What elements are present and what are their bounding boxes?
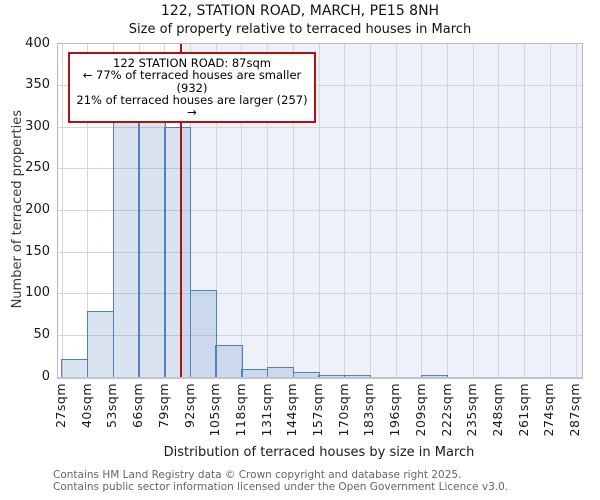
footer-line-2: Contains public sector information licen… [53,480,509,493]
y-tick-label: 350 [25,77,50,93]
x-axis-label: Distribution of terraced houses by size … [163,445,475,460]
x-tick-label: 118sqm [232,383,248,437]
y-tick-label: 150 [25,243,50,259]
x-tick-label: 27sqm [53,383,68,429]
histogram-bar [112,110,140,377]
footer-line-1: Contains HM Land Registry data © Crown c… [53,469,462,481]
histogram-bar [138,116,166,377]
annotation-larger: 21% of terraced houses are larger (257) … [76,92,308,120]
x-tick-label: 183sqm [361,383,377,437]
histogram-bar [61,358,89,377]
gridline-horizontal [58,334,582,336]
x-tick-label: 261sqm [515,383,531,437]
histogram-bar [318,374,346,377]
histogram-bar [343,374,372,377]
footer: Contains HM Land Registry data © Crown c… [53,469,593,493]
gridline-horizontal [58,210,582,211]
histogram-bar [241,368,269,377]
gridline-horizontal [58,251,582,253]
annotation-box: 122 STATION ROAD: 87sqm ← 77% of terrace… [68,52,316,124]
x-tick-label: 287sqm [567,383,582,437]
marker-line-87sqm [179,44,182,377]
x-tick-label: 248sqm [489,383,505,437]
x-tick-label: 105sqm [207,383,223,437]
page-subtitle: Size of property relative to terraced ho… [128,22,472,37]
y-tick-label: 50 [33,326,50,342]
y-tick-label: 0 [41,368,50,384]
x-tick-label: 131sqm [258,383,274,437]
gridline-horizontal [58,293,582,295]
x-tick-label: 222sqm [438,383,454,437]
x-tick-label: 79sqm [155,383,171,429]
histogram-bar [292,372,320,377]
x-tick-label: 53sqm [104,383,120,429]
plot-area: 122 STATION ROAD: 87sqm ← 77% of terrace… [57,43,583,379]
histogram-bar [421,374,449,377]
x-tick-label: 274sqm [541,383,557,437]
annotation-title: 122 STATION ROAD: 87sqm [113,56,271,70]
x-tick-label: 157sqm [310,383,325,437]
y-tick-label: 100 [25,285,50,301]
x-tick-label: 196sqm [387,383,403,437]
x-tick-label: 92sqm [181,383,197,429]
y-tick-label: 250 [25,160,50,176]
x-tick-label: 235sqm [464,383,480,437]
gridline-horizontal [58,85,582,87]
gridline-horizontal [58,126,582,128]
x-tick-label: 170sqm [335,383,351,437]
x-tick-label: 144sqm [284,383,300,437]
annotation-smaller: ← 77% of terraced houses are smaller (93… [82,68,302,95]
histogram-bar [189,290,217,377]
y-tick-label: 400 [25,35,50,51]
histogram-bar [86,311,115,377]
y-tick-label: 200 [25,202,50,217]
histogram-bar [164,127,192,377]
x-tick-label: 66sqm [130,383,146,429]
histogram-bar [266,367,295,377]
y-tick-label: 300 [25,118,50,134]
gridline-horizontal [58,168,582,170]
page-title: 122, STATION ROAD, MARCH, PE15 8NH [160,3,440,19]
x-tick-label: 40sqm [78,383,94,429]
x-tick-label: 209sqm [412,383,428,437]
histogram-bar [215,345,243,377]
